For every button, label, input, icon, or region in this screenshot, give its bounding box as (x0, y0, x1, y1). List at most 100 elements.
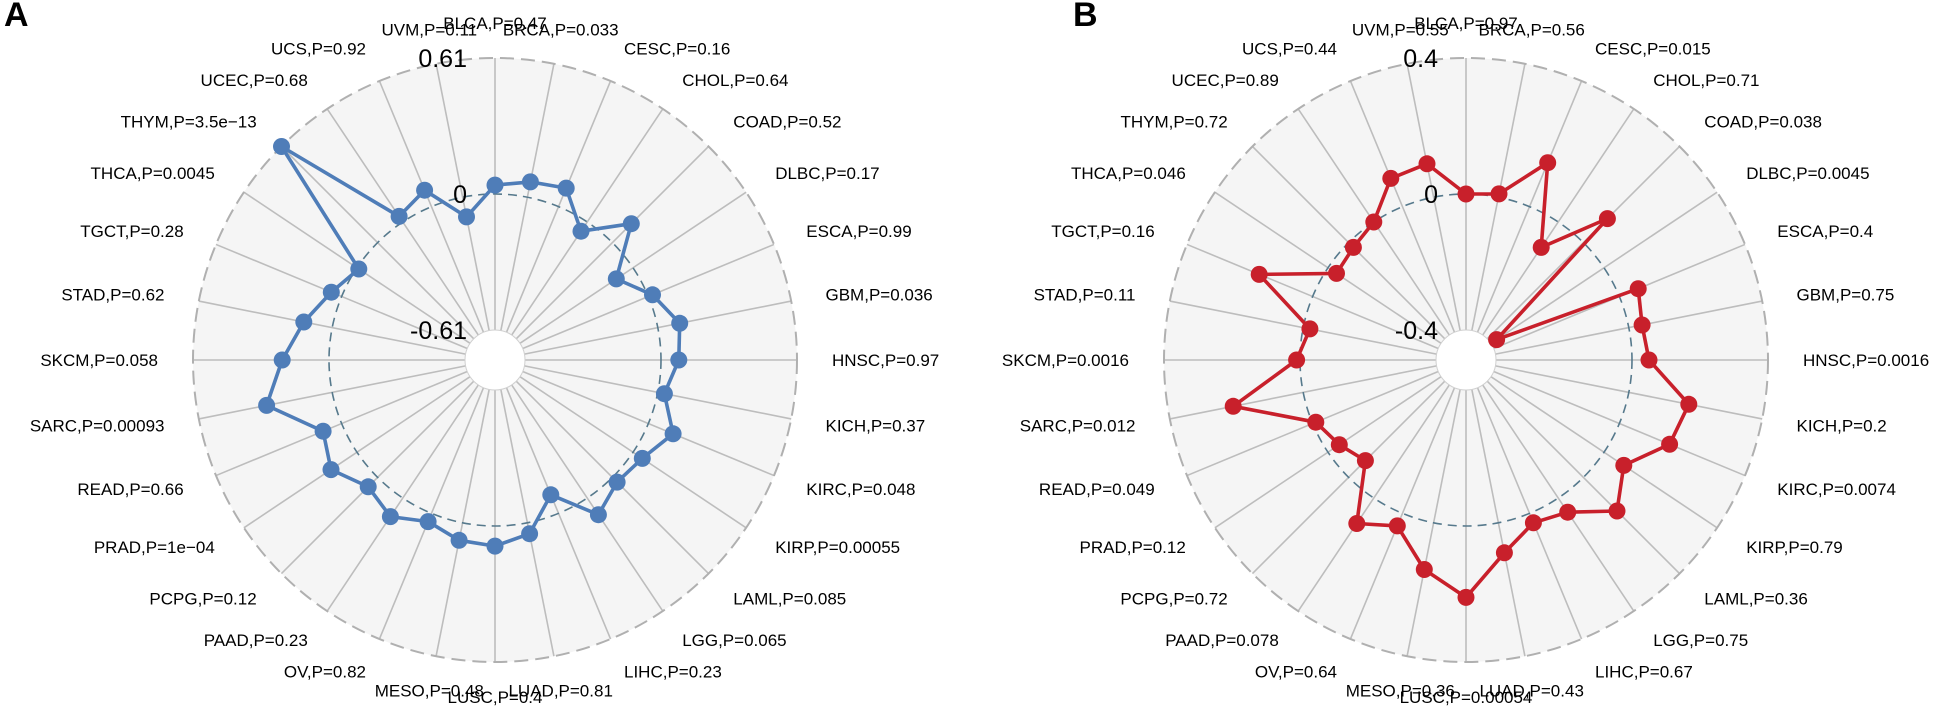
data-point-read (1307, 413, 1325, 431)
category-label-thca: THCA,P=0.046 (1071, 164, 1186, 183)
category-label-prad: PRAD,P=1e−04 (94, 538, 215, 557)
radar-center-hole (464, 329, 526, 391)
data-point-skcm (273, 351, 291, 369)
data-point-thca (350, 260, 368, 278)
category-label-kirp: KIRP,P=0.00055 (775, 538, 900, 557)
category-label-lihc: LIHC,P=0.23 (624, 662, 722, 681)
category-label-meso: MESO,P=0.48 (375, 682, 484, 701)
data-point-brca (521, 173, 539, 191)
category-label-thym: THYM,P=0.72 (1120, 113, 1227, 132)
category-label-luad: LUAD,P=0.81 (508, 682, 612, 701)
category-label-kirc: KIRC,P=0.048 (806, 480, 915, 499)
ring-label-mid: 0 (1424, 181, 1438, 209)
radar-spoke (378, 387, 485, 640)
category-label-ucs: UCS,P=0.92 (271, 40, 366, 59)
data-point-tgct (1250, 265, 1268, 283)
data-point-lihc (542, 486, 560, 504)
data-point-tgct (322, 283, 340, 301)
radar-spoke (511, 108, 664, 336)
data-point-sarc (258, 396, 276, 414)
radar-spoke (435, 63, 490, 331)
ring-label-mid: 0 (453, 181, 467, 209)
category-label-hnsc: HNSC,P=0.0016 (1803, 351, 1929, 370)
data-point-coad (1598, 210, 1616, 228)
category-label-thym: THYM,P=3.5e−13 (121, 113, 257, 132)
ring-label-min: -0.4 (1395, 317, 1438, 345)
category-label-stad: STAD,P=0.11 (1034, 285, 1136, 304)
category-label-lgg: LGG,P=0.065 (682, 631, 786, 650)
data-point-thca (1328, 264, 1345, 282)
data-point-meso (450, 531, 468, 549)
data-point-laml (608, 473, 626, 491)
category-label-uvm: UVM,P=0.55 (1352, 21, 1449, 40)
data-point-cesc (1539, 154, 1557, 172)
radar-spoke (1482, 384, 1635, 612)
data-point-blca (486, 176, 504, 194)
data-point-gbm (1633, 316, 1651, 334)
category-label-tgct: TGCT,P=0.28 (80, 222, 183, 241)
data-point-sarc (1224, 397, 1242, 415)
category-label-cesc: CESC,P=0.16 (624, 40, 730, 59)
data-point-cesc (557, 179, 575, 197)
category-label-pcpg: PCPG,P=0.72 (1120, 589, 1227, 608)
category-label-sarc: SARC,P=0.012 (1020, 417, 1136, 436)
data-point-lusc (486, 537, 504, 555)
data-point-kirp (633, 449, 651, 467)
data-point-prad (1330, 436, 1348, 454)
data-point-meso (1415, 561, 1433, 578)
data-point-ucs (416, 181, 434, 199)
data-point-ucs (1382, 169, 1400, 187)
data-point-chol (572, 222, 590, 240)
radar-spoke (1486, 380, 1681, 575)
data-point-thym (273, 138, 290, 155)
category-label-paad: PAAD,P=0.23 (204, 631, 308, 650)
category-label-meso: MESO,P=0.36 (1346, 682, 1455, 701)
data-point-read (314, 422, 332, 440)
category-label-gbm: GBM,P=0.036 (826, 285, 933, 304)
radar-spoke (1482, 108, 1635, 336)
category-label-skcm: SKCM,P=0.058 (40, 351, 158, 370)
data-point-stad (1301, 320, 1319, 338)
category-label-kich: KICH,P=0.2 (1797, 417, 1887, 436)
category-label-chol: CHOL,P=0.64 (682, 71, 788, 90)
category-label-brca: BRCA,P=0.56 (1479, 21, 1585, 40)
category-label-gbm: GBM,P=0.75 (1797, 285, 1895, 304)
category-label-brca: BRCA,P=0.033 (503, 21, 619, 40)
ring-label-max: 0.4 (1403, 45, 1438, 73)
category-label-lusc: LUSC,P=0.4 (448, 688, 543, 707)
category-label-stad: STAD,P=0.62 (61, 285, 164, 304)
category-label-chol: CHOL,P=0.71 (1653, 71, 1759, 90)
category-label-paad: PAAD,P=0.078 (1165, 631, 1279, 650)
category-label-cesc: CESC,P=0.015 (1595, 40, 1711, 59)
data-point-brca (1490, 185, 1508, 203)
category-label-prad: PRAD,P=0.12 (1079, 538, 1185, 557)
category-label-blca: BLCA,P=0.97 (1414, 14, 1518, 33)
radar-spoke (1349, 80, 1456, 333)
data-point-kirp (1615, 456, 1633, 474)
data-point-uvm (458, 208, 475, 226)
radar-spoke (1349, 387, 1456, 640)
category-label-sarc: SARC,P=0.00093 (30, 417, 165, 436)
category-label-ov: OV,P=0.64 (1255, 662, 1337, 681)
category-label-kich: KICH,P=0.37 (826, 417, 926, 436)
radar-center-hole (1435, 329, 1497, 391)
category-label-thca: THCA,P=0.0045 (91, 164, 215, 183)
category-label-pcpg: PCPG,P=0.12 (149, 589, 256, 608)
data-point-esca (644, 286, 661, 304)
data-point-luad (521, 525, 539, 543)
data-point-laml (1608, 502, 1626, 520)
category-label-ucs: UCS,P=0.44 (1242, 40, 1337, 59)
category-label-dlbc: DLBC,P=0.0045 (1746, 164, 1869, 183)
data-point-paad (381, 508, 399, 526)
radar-spoke (511, 384, 664, 612)
data-point-paad (1348, 515, 1366, 532)
category-label-esca: ESCA,P=0.4 (1777, 222, 1873, 241)
category-label-lusc: LUSC,P=0.00054 (1400, 688, 1533, 707)
data-point-lgg (589, 506, 607, 524)
data-point-esca (1629, 280, 1647, 298)
radar-spoke (198, 300, 466, 355)
data-point-kirc (1661, 435, 1679, 453)
data-point-ov (419, 513, 437, 531)
